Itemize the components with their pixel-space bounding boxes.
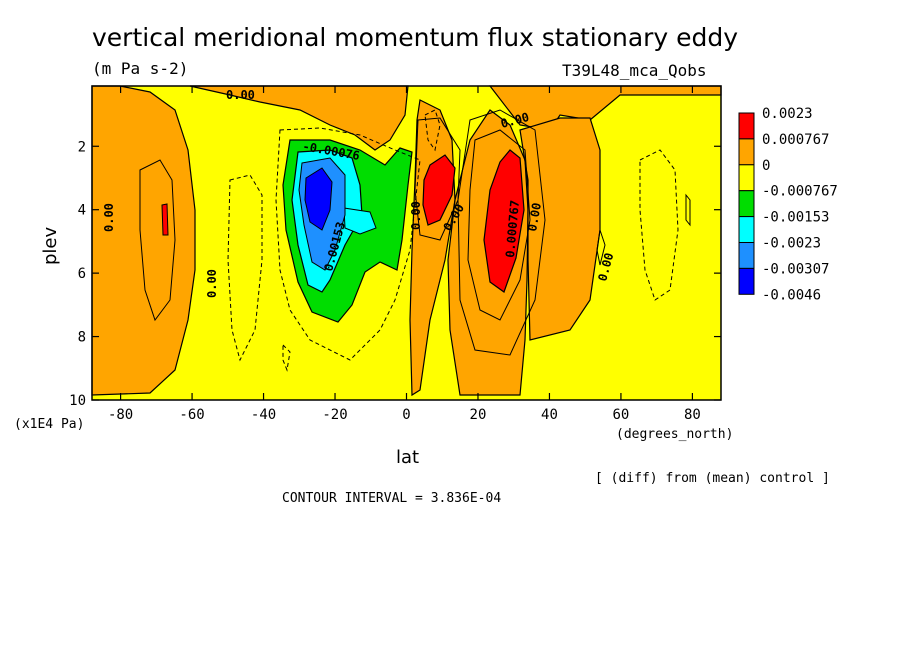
y-tick-label: 10	[69, 393, 86, 409]
chart-title: vertical meridional momentum flux statio…	[92, 23, 738, 52]
colorbar-label: -0.0046	[762, 287, 821, 303]
run-label: T39L48_mca_Qobs	[562, 61, 707, 80]
x-tick-label: -40	[251, 407, 276, 423]
contour-label: 0.00	[205, 269, 219, 298]
y-axis-units: (x1E4 Pa)	[14, 417, 84, 432]
negative-fill-cyan-2	[343, 207, 377, 235]
contour-label: 0.000767	[503, 199, 522, 258]
x-axis-label: lat	[396, 447, 419, 468]
colorbar-label: -0.0023	[762, 236, 821, 252]
contour-interval: CONTOUR INTERVAL = 3.836E-04	[282, 491, 501, 506]
negative-contours	[227, 109, 679, 372]
x-tick-label: 20	[470, 407, 487, 423]
x-axis-units: (degrees_north)	[616, 427, 733, 442]
colorbar-label: 0	[762, 158, 770, 174]
positive-fill-red-1	[422, 154, 456, 226]
colorbar-label: 0.000767	[762, 132, 829, 148]
y-axis-label: plev	[40, 226, 61, 265]
contour-label: 0.00	[525, 202, 544, 233]
colorbar-label: -0.00153	[762, 210, 829, 226]
y-tick-label: 6	[78, 266, 86, 282]
positive-fill-red-3	[161, 203, 169, 236]
x-tick-label: 0	[402, 407, 410, 423]
colorbar-swatch	[738, 242, 755, 269]
x-tick-label: 40	[541, 407, 558, 423]
y-tick-label: 4	[78, 203, 86, 219]
colorbar-label: 0.0023	[762, 106, 813, 122]
negative-fill-darkblue	[304, 167, 333, 231]
plot-background	[92, 86, 721, 400]
chart-units: (m Pa s-2)	[92, 59, 188, 78]
diff-note: [ (diff) from (mean) control ]	[595, 471, 830, 486]
contour-label: 0.00	[409, 201, 423, 230]
contour-label: 0.00	[102, 203, 116, 232]
colorbar-swatch	[738, 112, 755, 140]
plot-area: 0.00 0.00 0.00 0.00 0.00 0.00 0.00 -0.00…	[91, 85, 722, 401]
x-axis-ticks: -80 -60 -40 -20 0 20 40 60 80	[108, 86, 701, 423]
positive-fill-red-2	[483, 149, 525, 293]
positive-fill-regions	[91, 85, 722, 397]
y-tick-label: 8	[78, 330, 86, 346]
contour-label: 0.00	[226, 88, 255, 102]
y-tick-label: 2	[78, 139, 86, 155]
colorbar-swatch	[738, 190, 755, 218]
colorbar: 0.0023 0.000767 0 -0.000767 -0.00153 -0.0023 -…	[738, 106, 838, 303]
positive-contours	[139, 109, 691, 356]
colorbar-label: -0.000767	[762, 184, 838, 200]
x-tick-label: -60	[179, 407, 204, 423]
x-tick-label: -20	[322, 407, 347, 423]
x-tick-label: -80	[108, 407, 133, 423]
colorbar-swatch	[738, 267, 755, 295]
x-tick-label: 80	[684, 407, 701, 423]
colorbar-swatch	[738, 164, 755, 192]
colorbar-swatch	[738, 216, 755, 244]
x-tick-label: 60	[613, 407, 630, 423]
colorbar-label: -0.00307	[762, 261, 829, 277]
colorbar-swatch	[738, 138, 755, 166]
y-axis-ticks: 2 4 6 8 10	[69, 139, 721, 409]
